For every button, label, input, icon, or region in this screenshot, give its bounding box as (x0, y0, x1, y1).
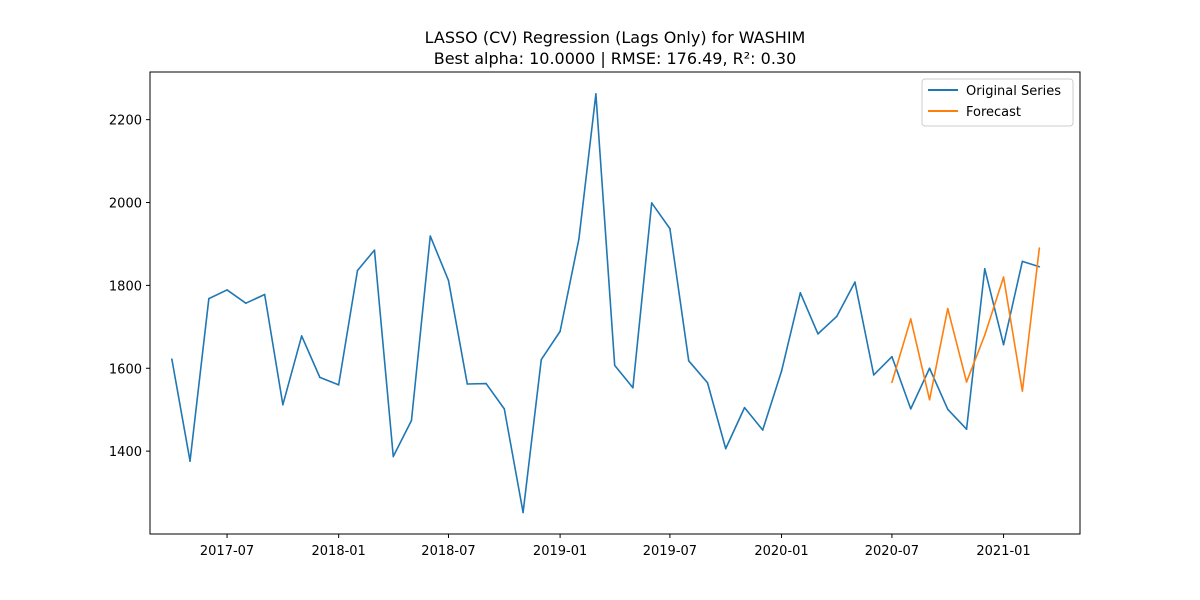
data-point-original-series (1021, 260, 1024, 263)
data-point-original-series (817, 333, 819, 335)
data-point-original-series (928, 367, 931, 370)
y-tick-label: 1800 (109, 279, 142, 294)
series-line-original-series (171, 93, 1040, 514)
data-point-original-series (226, 289, 228, 291)
data-point-original-series (559, 330, 561, 333)
data-point-original-series (300, 335, 303, 337)
data-point-original-series (208, 297, 210, 300)
data-point-original-series (835, 315, 838, 318)
plot-area (150, 72, 1080, 534)
data-point-original-series (872, 374, 875, 376)
x-tick-label: 2019-01 (533, 544, 587, 559)
data-point-forecast (1002, 276, 1005, 278)
x-axis: 2017-07 2018-01 2018-07 2019-01 2019-07 2020-… (200, 534, 1031, 559)
data-point-original-series (373, 249, 376, 251)
y-tick-label: 2200 (109, 114, 142, 129)
y-axis: 1400 1600 1800 2000 2200 (109, 114, 150, 460)
data-point-forecast (928, 398, 931, 401)
data-point-forecast (909, 318, 912, 320)
chart-title: LASSO (CV) Regression (Lags Only) for WA… (425, 28, 806, 47)
data-point-original-series (1002, 343, 1005, 346)
data-point-original-series (780, 370, 783, 372)
x-tick-label: 2018-01 (312, 544, 366, 559)
series-layer (171, 93, 1041, 514)
data-point-original-series (891, 355, 893, 358)
x-tick-label: 2021-01 (976, 544, 1030, 559)
data-point-original-series (503, 408, 506, 410)
data-point-forecast (891, 381, 893, 384)
data-point-original-series (171, 358, 173, 360)
data-point-original-series (983, 268, 986, 270)
x-tick-label: 2020-07 (865, 544, 919, 559)
data-point-forecast (1021, 390, 1024, 392)
data-point-original-series (1038, 265, 1041, 268)
data-point-forecast (965, 381, 968, 383)
data-point-original-series (540, 358, 543, 361)
data-point-original-series (263, 293, 266, 296)
data-point-forecast (946, 307, 949, 310)
data-point-original-series (669, 227, 671, 230)
data-point-original-series (799, 292, 802, 294)
y-tick-label: 1600 (109, 362, 142, 377)
data-point-original-series (650, 202, 653, 204)
data-point-forecast (983, 334, 986, 336)
x-tick-label: 2018-07 (421, 544, 475, 559)
legend-label-original-series: Original Series (966, 84, 1061, 99)
x-tick-label: 2017-07 (200, 544, 254, 559)
data-point-original-series (319, 376, 321, 379)
data-point-original-series (337, 384, 340, 386)
data-point-original-series (687, 360, 690, 362)
data-point-original-series (724, 447, 727, 450)
data-point-original-series (485, 382, 487, 385)
legend: Original Series Forecast (921, 78, 1074, 127)
x-tick-label: 2019-07 (643, 544, 697, 559)
data-point-original-series (189, 460, 191, 462)
data-point-forecast (1038, 247, 1041, 249)
data-point-original-series (392, 455, 395, 458)
data-point-original-series (909, 408, 912, 410)
data-point-original-series (447, 279, 450, 282)
data-point-original-series (761, 429, 764, 431)
data-point-original-series (466, 383, 469, 385)
data-point-original-series (946, 408, 949, 411)
y-tick-label: 1400 (109, 445, 142, 460)
y-tick-label: 2000 (109, 197, 142, 212)
data-point-original-series (706, 381, 709, 384)
data-point-original-series (578, 238, 580, 240)
legend-box (921, 78, 1074, 127)
data-point-original-series (522, 511, 524, 514)
data-point-original-series (965, 428, 968, 430)
data-point-original-series (282, 403, 284, 406)
chart-subtitle: Best alpha: 10.0000 | RMSE: 176.49, R²: … (434, 49, 797, 68)
data-point-original-series (356, 269, 359, 272)
plot-frame (149, 71, 1081, 535)
data-point-original-series (632, 386, 634, 389)
data-point-original-series (410, 419, 413, 422)
data-point-original-series (595, 93, 597, 95)
x-tick-label: 2020-01 (754, 544, 808, 559)
data-point-original-series (743, 406, 746, 409)
data-point-original-series (245, 302, 247, 305)
data-point-original-series (613, 364, 616, 367)
data-point-original-series (429, 235, 432, 237)
legend-label-forecast: Forecast (966, 105, 1021, 120)
data-point-original-series (854, 281, 856, 283)
